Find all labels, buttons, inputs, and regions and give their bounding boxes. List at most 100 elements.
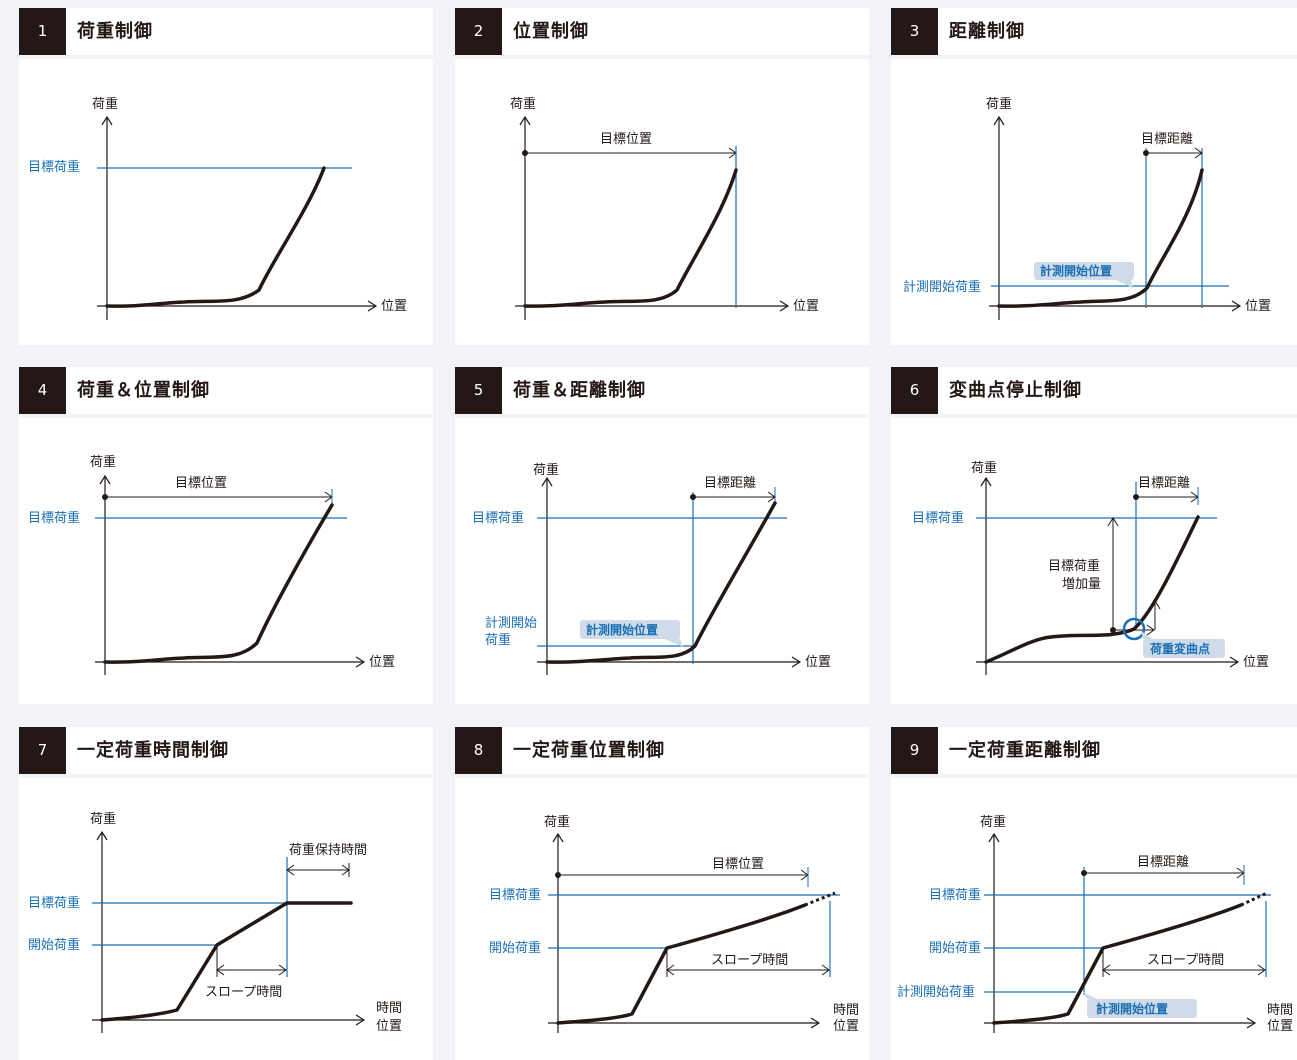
measure-start-position-badge: 計測開始位置 bbox=[586, 622, 658, 637]
target-distance-label: 目標距離 bbox=[704, 476, 756, 491]
axes bbox=[984, 832, 1257, 1033]
panel-load-position-control: 4 荷重＆位置制御 荷重 位置 目標荷重 目標位置 bbox=[19, 367, 433, 704]
load-curve bbox=[556, 903, 807, 1025]
panel-header: 8 一定荷重位置制御 bbox=[455, 727, 869, 778]
slope-time-label: スロープ時間 bbox=[205, 985, 282, 1000]
axes bbox=[97, 115, 378, 320]
axis-x-label-position: 位置 bbox=[1267, 1019, 1293, 1034]
axis-x-label-time: 時間 bbox=[1267, 1003, 1293, 1018]
axis-x-label-position: 位置 bbox=[376, 1019, 402, 1034]
panel-header: 3 距離制御 bbox=[891, 8, 1297, 59]
panel-number: 1 bbox=[19, 8, 66, 55]
axis-y-label: 荷重 bbox=[533, 462, 559, 478]
axis-x-label-time: 時間 bbox=[833, 1003, 859, 1018]
load-curve bbox=[100, 901, 353, 1022]
panel-title: 一定荷重位置制御 bbox=[513, 740, 665, 761]
target-position-label: 目標位置 bbox=[600, 132, 652, 147]
start-load-label: 開始荷重 bbox=[489, 940, 541, 956]
panel-inflection-stop-control: 6 変曲点停止制御 荷重 位置 目標荷重 目標距離 目標荷重 増加量 荷重変曲 bbox=[891, 367, 1297, 704]
slope-time-label: スロープ時間 bbox=[1147, 953, 1224, 968]
axes bbox=[95, 474, 366, 675]
panel-constant-load-time-control: 7 一定荷重時間制御 荷重 時間 位置 目標荷重 開始荷重 荷重保持時間 スロー… bbox=[19, 727, 433, 1060]
panel-distance-control: 3 距離制御 荷重 位置 計測開始荷重 計測開始位置 目標距離 bbox=[891, 8, 1297, 345]
diagram: 荷重 時間 位置 目標荷重 開始荷重 荷重保持時間 スロープ時間 bbox=[28, 811, 402, 1034]
load-curve bbox=[992, 903, 1243, 1025]
load-curve bbox=[997, 168, 1204, 308]
axes bbox=[515, 115, 790, 320]
diagram: 荷重 位置 目標荷重 目標位置 bbox=[28, 454, 395, 675]
target-position-label: 目標位置 bbox=[175, 476, 227, 491]
measure-start-load-label-l2: 荷重 bbox=[485, 632, 511, 648]
panel-title: 一定荷重時間制御 bbox=[77, 740, 229, 761]
axis-y-label: 荷重 bbox=[510, 96, 536, 112]
target-load-label: 目標荷重 bbox=[489, 887, 541, 903]
measure-start-load-label: 計測開始荷重 bbox=[897, 984, 975, 1000]
panel-number: 4 bbox=[19, 367, 66, 414]
axes bbox=[976, 476, 1240, 675]
panel-number: 6 bbox=[891, 367, 938, 414]
panel-title: 荷重＆距離制御 bbox=[513, 380, 646, 401]
measure-start-position-badge: 計測開始位置 bbox=[1096, 1001, 1168, 1016]
panel-header: 6 変曲点停止制御 bbox=[891, 367, 1297, 418]
panel-title: 距離制御 bbox=[949, 21, 1025, 42]
panel-title: 変曲点停止制御 bbox=[949, 380, 1082, 401]
panel-title: 一定荷重距離制御 bbox=[949, 740, 1101, 761]
target-load-increase-label-l2: 増加量 bbox=[1062, 577, 1101, 592]
inflection-marker bbox=[1122, 617, 1146, 641]
target-position-label: 目標位置 bbox=[712, 857, 764, 872]
panel-constant-load-position-control: 8 一定荷重位置制御 荷重 時間 位置 目標荷重 開始荷重 目標位置 スロープ時… bbox=[455, 727, 869, 1060]
axis-y-label: 荷重 bbox=[980, 814, 1006, 830]
panel-number: 3 bbox=[891, 8, 938, 55]
axis-y-label: 荷重 bbox=[92, 96, 118, 112]
panel-constant-load-distance-control: 9 一定荷重距離制御 荷重 時間 位置 目標荷重 開始荷重 計測開始荷重 目標距… bbox=[891, 727, 1297, 1060]
panel-header: 9 一定荷重距離制御 bbox=[891, 727, 1297, 778]
panel-header: 5 荷重＆距離制御 bbox=[455, 367, 869, 418]
target-distance-label: 目標距離 bbox=[1141, 132, 1193, 147]
panel-header: 2 位置制御 bbox=[455, 8, 869, 59]
load-curve bbox=[105, 166, 326, 308]
diagram: 荷重 位置 目標荷重 bbox=[28, 96, 407, 320]
diagram: 荷重 位置 計測開始荷重 計測開始位置 目標距離 bbox=[903, 96, 1271, 320]
axis-x-label: 位置 bbox=[369, 655, 395, 670]
slope-time-label: スロープ時間 bbox=[711, 953, 788, 968]
panel-title: 位置制御 bbox=[513, 21, 589, 42]
target-distance-label: 目標距離 bbox=[1138, 476, 1190, 491]
panel-title: 荷重制御 bbox=[77, 21, 153, 42]
panel-number: 7 bbox=[19, 727, 66, 774]
panel-header: 1 荷重制御 bbox=[19, 8, 433, 59]
start-load-label: 開始荷重 bbox=[28, 937, 80, 953]
panel-number: 5 bbox=[455, 367, 502, 414]
panel-number: 2 bbox=[455, 8, 502, 55]
axis-x-label-position: 位置 bbox=[833, 1019, 859, 1034]
load-curve bbox=[103, 503, 334, 664]
axis-x-label-time: 時間 bbox=[376, 1001, 402, 1016]
target-load-label: 目標荷重 bbox=[472, 510, 524, 526]
axis-x-label: 位置 bbox=[793, 299, 819, 314]
axes bbox=[92, 830, 366, 1033]
target-load-label: 目標荷重 bbox=[912, 510, 964, 526]
diagram: 荷重 時間 位置 目標荷重 開始荷重 目標位置 スロープ時間 bbox=[489, 814, 859, 1034]
axis-y-label: 荷重 bbox=[986, 96, 1012, 112]
axis-y-label: 荷重 bbox=[90, 811, 116, 827]
load-curve bbox=[984, 515, 1200, 664]
diagram: 荷重 位置 目標位置 bbox=[510, 96, 819, 320]
target-load-label: 目標荷重 bbox=[28, 159, 80, 175]
diagram: 荷重 位置 目標荷重 目標距離 目標荷重 増加量 荷重変曲点 bbox=[912, 460, 1269, 675]
measure-start-position-badge: 計測開始位置 bbox=[1040, 263, 1112, 278]
panel-title: 荷重＆位置制御 bbox=[77, 380, 210, 401]
panel-number: 8 bbox=[455, 727, 502, 774]
target-distance-label: 目標距離 bbox=[1137, 855, 1189, 870]
measure-start-load-label-l1: 計測開始 bbox=[485, 615, 537, 631]
panel-load-distance-control: 5 荷重＆距離制御 荷重 位置 目標荷重 計測開始 荷重 計測開始位置 目標距離 bbox=[455, 367, 869, 704]
load-curve bbox=[545, 501, 777, 664]
axes bbox=[548, 832, 821, 1033]
start-load-label: 開始荷重 bbox=[929, 940, 981, 956]
measure-start-load-label: 計測開始荷重 bbox=[903, 279, 981, 295]
panel-header: 4 荷重＆位置制御 bbox=[19, 367, 433, 418]
target-load-label: 目標荷重 bbox=[929, 887, 981, 903]
load-curve bbox=[523, 168, 738, 308]
target-load-increase-label-l1: 目標荷重 bbox=[1048, 558, 1100, 574]
diagram: 荷重 時間 位置 目標荷重 開始荷重 計測開始荷重 目標距離 スロープ時間 計測… bbox=[897, 814, 1293, 1034]
axis-x-label: 位置 bbox=[1245, 299, 1271, 314]
diagram: 荷重 位置 目標荷重 計測開始 荷重 計測開始位置 目標距離 bbox=[472, 462, 831, 675]
